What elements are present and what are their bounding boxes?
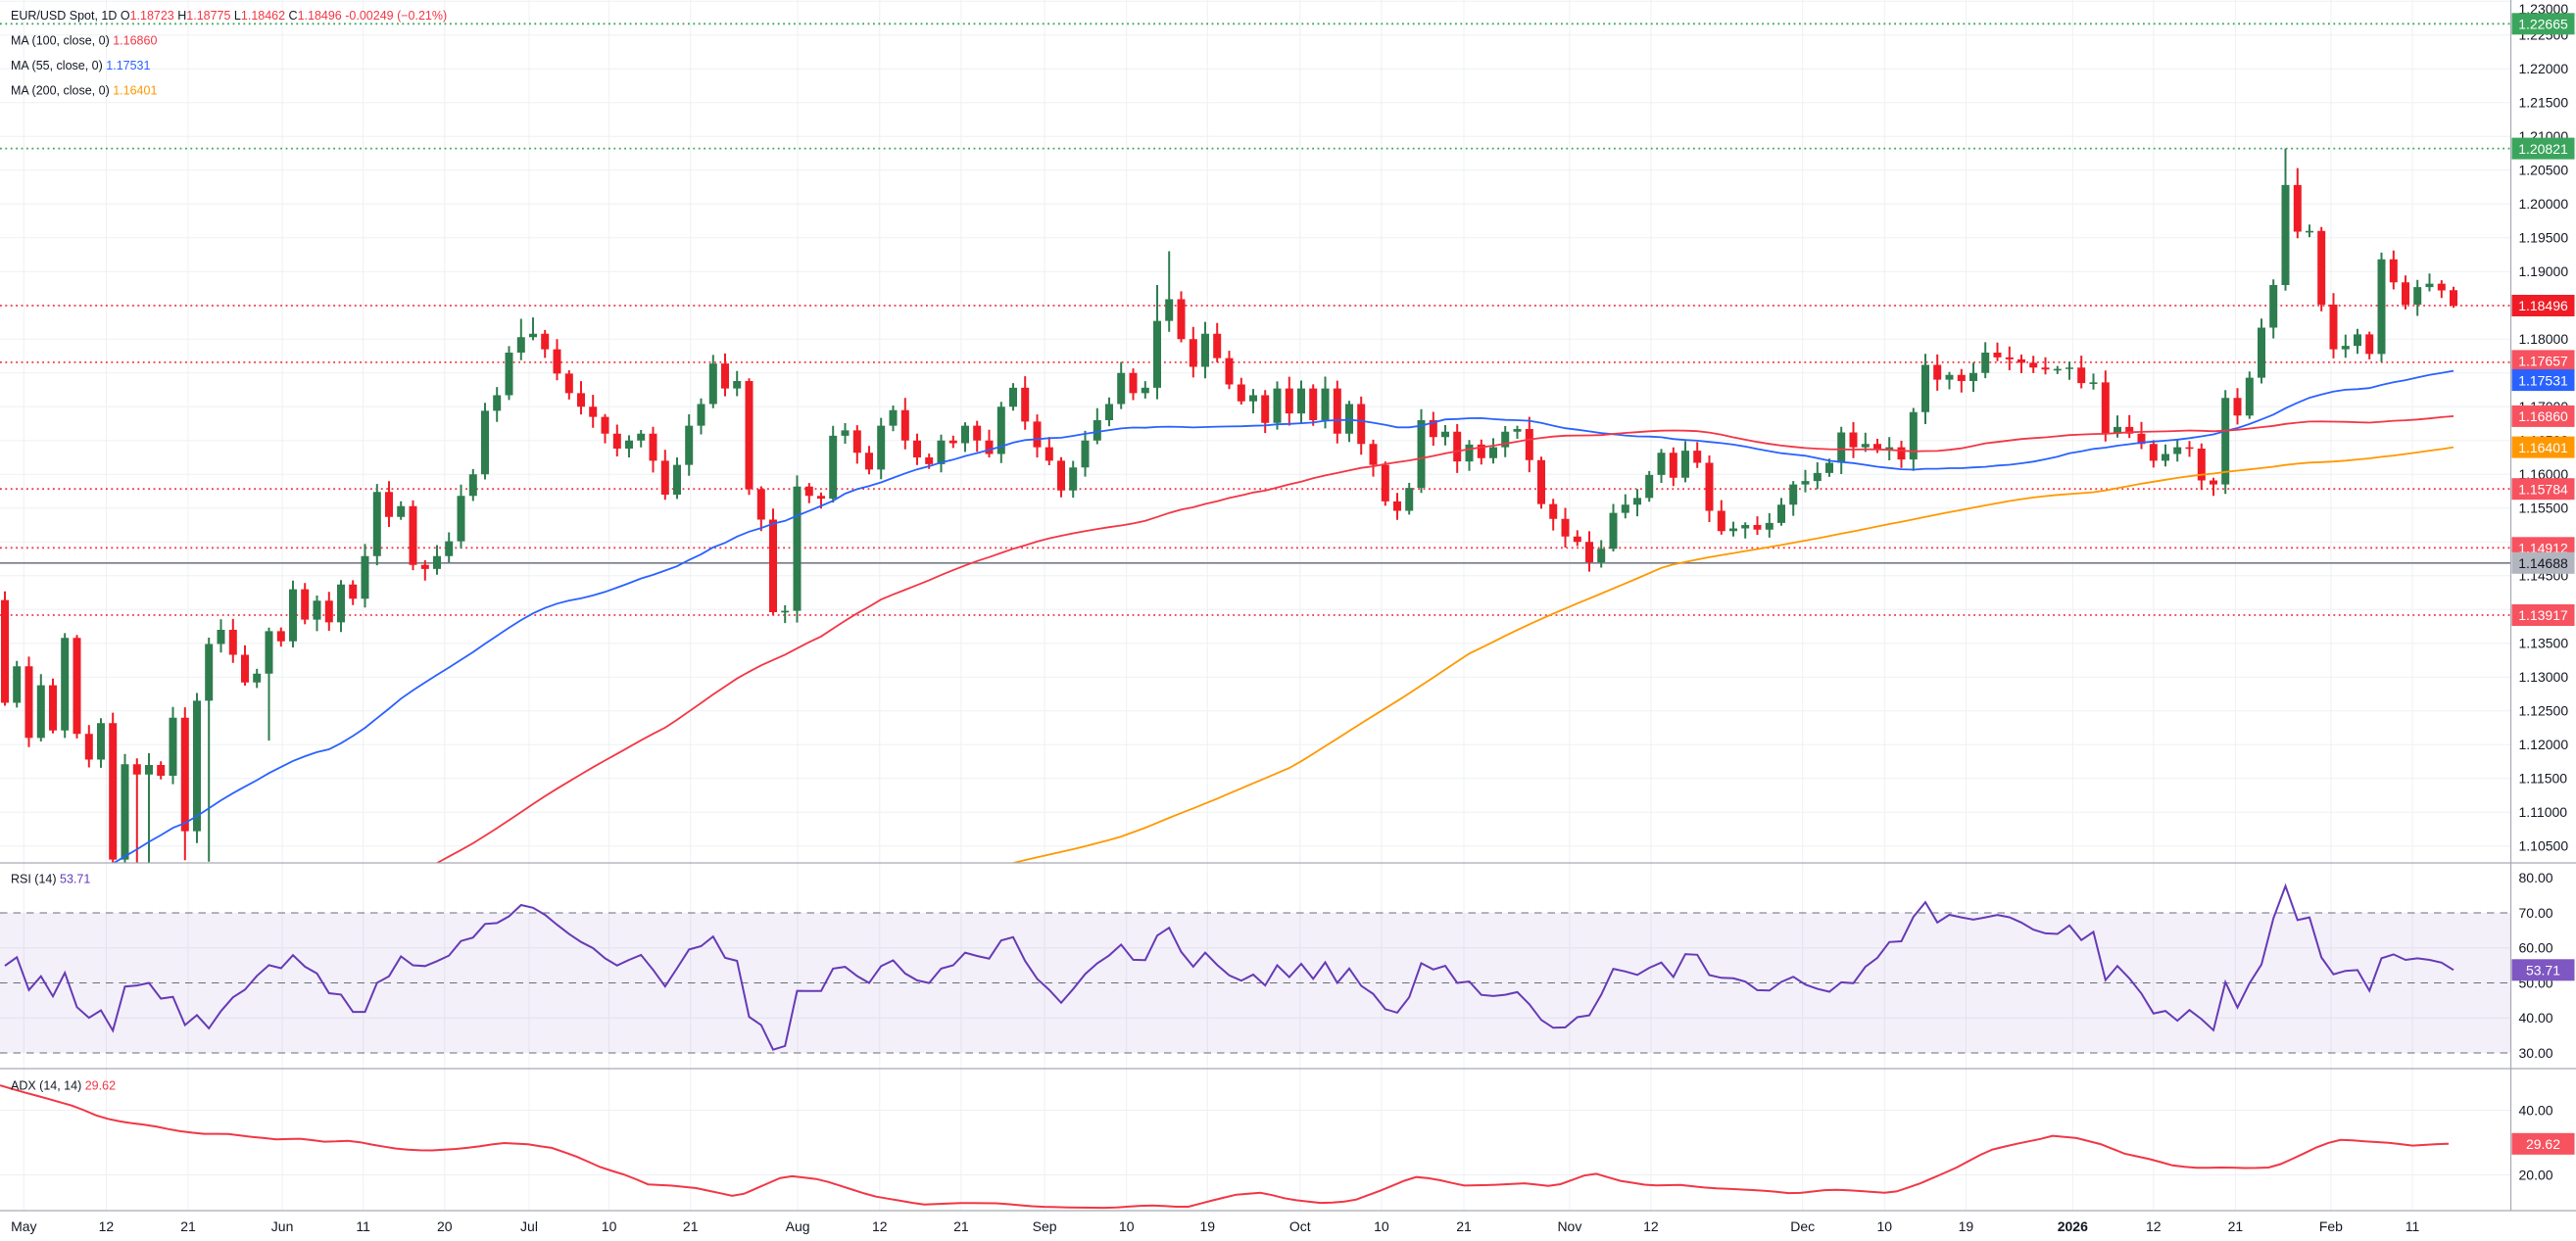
svg-text:1.10500: 1.10500 <box>2519 838 2569 854</box>
svg-text:1.20821: 1.20821 <box>2518 141 2568 157</box>
svg-text:Oct: Oct <box>1289 1218 1311 1234</box>
svg-text:1.22665: 1.22665 <box>2518 17 2568 32</box>
svg-text:11: 11 <box>2406 1218 2420 1234</box>
svg-text:Dec: Dec <box>1790 1218 1815 1234</box>
svg-text:1.13000: 1.13000 <box>2519 669 2569 685</box>
svg-text:EUR/USD Spot, 1D O1.18723 H1: EUR/USD Spot, 1D O1.18723 H1.18775 L1.18… <box>11 9 447 23</box>
svg-text:1.17531: 1.17531 <box>2518 372 2568 388</box>
svg-text:1.16000: 1.16000 <box>2519 466 2569 482</box>
svg-text:21: 21 <box>683 1218 699 1234</box>
svg-text:Sep: Sep <box>1033 1218 1057 1234</box>
svg-text:60.00: 60.00 <box>2519 940 2553 956</box>
svg-text:12: 12 <box>872 1218 888 1234</box>
svg-text:1.13500: 1.13500 <box>2519 636 2569 651</box>
svg-text:19: 19 <box>1200 1218 1216 1234</box>
svg-text:12: 12 <box>1643 1218 1659 1234</box>
svg-text:ADX (14, 14) 29.62: ADX (14, 14) 29.62 <box>11 1079 116 1093</box>
svg-text:20: 20 <box>437 1218 453 1234</box>
svg-text:1.11000: 1.11000 <box>2519 804 2568 820</box>
svg-text:1.20000: 1.20000 <box>2519 196 2569 212</box>
svg-text:2026: 2026 <box>2058 1218 2088 1234</box>
svg-text:21: 21 <box>180 1218 196 1234</box>
svg-text:1.22000: 1.22000 <box>2519 61 2569 76</box>
svg-text:1.12500: 1.12500 <box>2519 703 2569 719</box>
svg-text:21: 21 <box>1456 1218 1472 1234</box>
svg-text:30.00: 30.00 <box>2519 1045 2553 1061</box>
svg-text:1.16401: 1.16401 <box>2518 440 2568 455</box>
svg-text:1.18496: 1.18496 <box>2518 298 2568 313</box>
svg-text:Jul: Jul <box>520 1218 538 1234</box>
svg-text:1.14912: 1.14912 <box>2518 541 2568 556</box>
svg-text:40.00: 40.00 <box>2519 1010 2553 1026</box>
svg-text:1.15784: 1.15784 <box>2518 481 2568 497</box>
svg-text:21: 21 <box>2228 1218 2244 1234</box>
svg-text:Jun: Jun <box>271 1218 294 1234</box>
svg-text:1.11500: 1.11500 <box>2519 771 2568 787</box>
svg-text:RSI (14) 53.71: RSI (14) 53.71 <box>11 873 90 886</box>
svg-text:1.15500: 1.15500 <box>2519 501 2569 516</box>
svg-text:10: 10 <box>602 1218 617 1234</box>
svg-text:1.13917: 1.13917 <box>2518 607 2568 623</box>
svg-text:1.21500: 1.21500 <box>2519 95 2569 111</box>
svg-text:10: 10 <box>1877 1218 1893 1234</box>
svg-text:1.19000: 1.19000 <box>2519 263 2569 279</box>
svg-text:1.14688: 1.14688 <box>2518 555 2568 571</box>
svg-text:19: 19 <box>1959 1218 1974 1234</box>
svg-text:1.18000: 1.18000 <box>2519 331 2569 347</box>
svg-text:12: 12 <box>2146 1218 2162 1234</box>
svg-text:40.00: 40.00 <box>2519 1102 2553 1118</box>
svg-text:29.62: 29.62 <box>2526 1136 2560 1152</box>
svg-text:MA (55, close, 0) 1.17531: MA (55, close, 0) 1.17531 <box>11 59 150 72</box>
svg-text:11: 11 <box>356 1218 370 1234</box>
svg-text:1.23000: 1.23000 <box>2519 1 2569 17</box>
svg-text:70.00: 70.00 <box>2519 905 2553 921</box>
svg-text:12: 12 <box>99 1218 115 1234</box>
svg-text:Nov: Nov <box>1557 1218 1581 1234</box>
svg-text:10: 10 <box>1119 1218 1135 1234</box>
svg-text:1.19500: 1.19500 <box>2519 230 2569 246</box>
svg-text:MA (200, close, 0) 1.16401: MA (200, close, 0) 1.16401 <box>11 84 157 98</box>
svg-text:21: 21 <box>953 1218 969 1234</box>
svg-text:Feb: Feb <box>2319 1218 2343 1234</box>
svg-text:MA (100, close, 0) 1.16860: MA (100, close, 0) 1.16860 <box>11 34 157 48</box>
svg-text:1.20500: 1.20500 <box>2519 163 2569 178</box>
svg-text:Aug: Aug <box>786 1218 810 1234</box>
svg-text:80.00: 80.00 <box>2519 870 2553 885</box>
svg-text:20.00: 20.00 <box>2519 1167 2553 1182</box>
svg-text:10: 10 <box>1374 1218 1389 1234</box>
svg-text:May: May <box>11 1218 36 1234</box>
svg-text:53.71: 53.71 <box>2526 963 2560 978</box>
svg-text:1.17657: 1.17657 <box>2518 354 2568 369</box>
svg-text:1.12000: 1.12000 <box>2519 737 2569 752</box>
svg-text:1.16860: 1.16860 <box>2518 408 2568 424</box>
